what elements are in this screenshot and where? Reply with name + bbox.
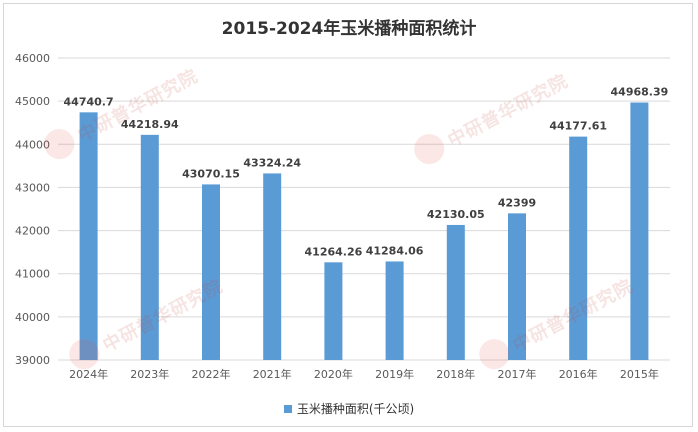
x-tick-label: 2017年 xyxy=(498,367,537,381)
x-tick-label: 2016年 xyxy=(559,367,598,381)
data-label: 44740.7 xyxy=(64,95,114,108)
bar xyxy=(385,261,404,360)
legend-label: 玉米播种面积(千公顷) xyxy=(296,402,415,416)
data-label: 43070.15 xyxy=(182,167,240,180)
y-tick-label: 40000 xyxy=(15,311,50,324)
y-tick-label: 44000 xyxy=(15,138,50,151)
x-tick-label: 2021年 xyxy=(253,367,292,381)
y-tick-label: 43000 xyxy=(15,181,50,194)
x-tick-label: 2022年 xyxy=(192,367,231,381)
bar xyxy=(202,184,220,360)
y-tick-label: 42000 xyxy=(15,225,50,238)
x-tick-label: 2024年 xyxy=(69,367,108,381)
data-label: 42399 xyxy=(498,196,536,209)
data-label: 42130.05 xyxy=(427,208,485,221)
chart-legend: 玉米播种面积(千公顷) xyxy=(0,400,698,417)
legend-swatch xyxy=(283,404,292,413)
bar xyxy=(263,173,282,360)
bar xyxy=(508,213,526,360)
bar xyxy=(79,112,98,360)
data-label: 44218.94 xyxy=(121,118,179,131)
x-tick-label: 2015年 xyxy=(620,367,659,381)
x-tick-label: 2023年 xyxy=(130,367,169,381)
y-tick-label: 41000 xyxy=(15,268,50,281)
x-tick-label: 2020年 xyxy=(314,367,353,381)
data-label: 44968.39 xyxy=(611,86,669,99)
y-tick-label: 45000 xyxy=(15,95,50,108)
chart-title: 2015-2024年玉米播种面积统计 xyxy=(221,19,477,39)
data-label: 44177.61 xyxy=(549,120,607,133)
bar xyxy=(324,262,343,360)
x-tick-label: 2018年 xyxy=(436,367,475,381)
data-label: 41264.26 xyxy=(305,245,363,258)
y-tick-label: 39000 xyxy=(15,354,50,367)
x-tick-label: 2019年 xyxy=(375,367,414,381)
bar xyxy=(569,136,588,360)
bar xyxy=(630,102,649,361)
data-label: 43324.24 xyxy=(243,156,301,169)
y-tick-label: 46000 xyxy=(15,52,50,65)
bar xyxy=(446,224,465,360)
data-label: 41284.06 xyxy=(366,244,424,257)
bar xyxy=(140,134,159,360)
